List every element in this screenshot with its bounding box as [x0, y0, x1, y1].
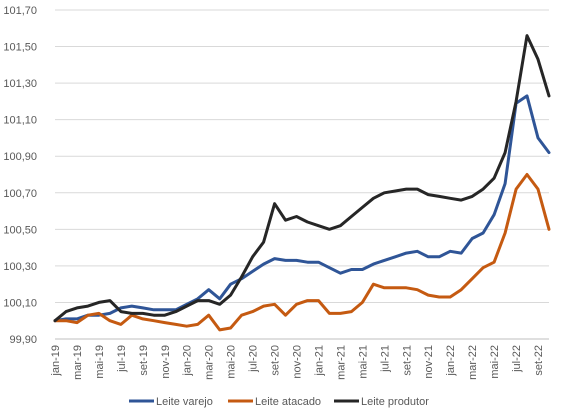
x-tick-label: jul-20: [248, 345, 260, 373]
y-tick-label: 99,90: [9, 334, 37, 346]
x-tick-label: mai-22: [489, 345, 501, 379]
series-lines: [53, 34, 551, 332]
x-tick-label: jan-22: [445, 345, 457, 377]
x-tick-label: jul-21: [379, 345, 391, 373]
y-tick-label: 101,70: [3, 5, 37, 17]
x-tick-label: mar-22: [467, 345, 479, 380]
x-tick-label: jan-20: [182, 345, 194, 377]
y-tick-label: 100,10: [3, 297, 37, 309]
y-axis-tick-labels: 99,90 100,10 100,30 100,50 100,70 100,90 101,1…: [3, 5, 37, 346]
x-tick-label: mai-19: [94, 345, 106, 379]
x-tick-label: jul-19: [116, 345, 128, 373]
legend: Leite varejo Leite atacado Leite produtor: [129, 396, 429, 408]
y-tick-label: 100,90: [3, 151, 37, 163]
legend-label-leite-varejo: Leite varejo: [156, 396, 213, 408]
legend-label-leite-produtor: Leite produtor: [361, 396, 429, 408]
x-tick-label: set-20: [270, 345, 282, 376]
x-tick-label: mar-19: [72, 345, 84, 380]
x-tick-label: nov-20: [292, 345, 304, 379]
gridlines: [55, 9, 549, 340]
x-axis-tick-labels: jan-19 mar-19 mai-19 jul-19 set-19 nov-19 jan-…: [50, 345, 545, 380]
y-tick-label: 101,30: [3, 78, 37, 90]
y-tick-label: 101,50: [3, 42, 37, 54]
x-tick-label: mar-21: [335, 345, 347, 380]
series-line-leite-varejo: [53, 94, 551, 323]
y-tick-label: 100,50: [3, 224, 37, 236]
x-tick-label: mar-20: [204, 345, 216, 380]
x-tick-label: mai-21: [357, 345, 369, 379]
y-tick-label: 100,70: [3, 188, 37, 200]
x-tick-label: nov-21: [423, 345, 435, 379]
series-line-leite-produtor: [53, 34, 551, 323]
x-tick-label: jan-21: [313, 345, 325, 377]
x-tick-label: set-21: [401, 345, 413, 376]
legend-label-leite-atacado: Leite atacado: [255, 396, 321, 408]
x-tick-label: nov-19: [160, 345, 172, 379]
series-line-leite-atacado: [53, 173, 551, 332]
x-tick-label: set-22: [533, 345, 545, 376]
x-tick-label: set-19: [138, 345, 150, 376]
x-tick-label: jul-22: [511, 345, 523, 373]
x-tick-label: jan-19: [50, 345, 62, 377]
y-tick-label: 100,30: [3, 261, 37, 273]
y-tick-label: 101,10: [3, 115, 37, 127]
x-tick-label: mai-20: [226, 345, 238, 379]
